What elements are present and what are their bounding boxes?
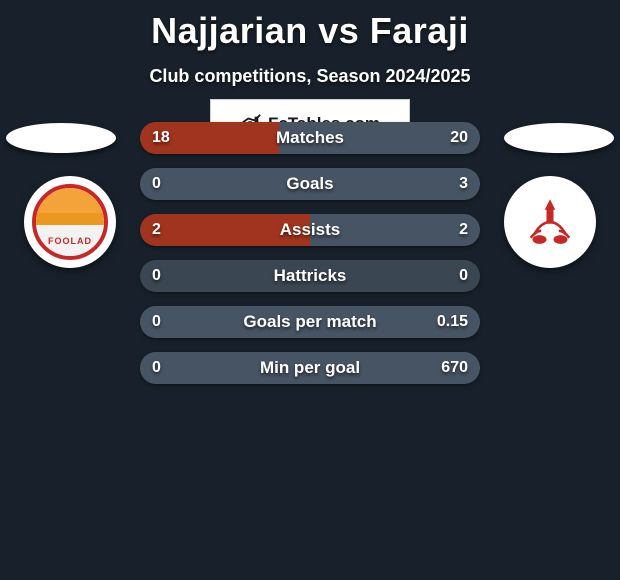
stat-fill-right	[140, 168, 480, 200]
club-badge-right	[504, 176, 596, 268]
stat-row: Assists22	[140, 214, 480, 246]
subtitle: Club competitions, Season 2024/2025	[0, 66, 620, 87]
stat-label: Hattricks	[140, 260, 480, 292]
stat-row: Min per goal0670	[140, 352, 480, 384]
club-badge-left: FOOLAD	[24, 176, 116, 268]
foolad-logo: FOOLAD	[32, 184, 108, 260]
stat-fill-left	[140, 122, 279, 154]
stat-value-right: 0	[459, 260, 468, 292]
stat-row: Hattricks0 0	[140, 260, 480, 292]
stat-fill-right	[279, 122, 480, 154]
stat-fill-left	[140, 214, 310, 246]
stat-row: Goals per match00.15	[140, 306, 480, 338]
stat-fill-right	[310, 214, 480, 246]
stat-fill-right	[140, 306, 480, 338]
stat-row: Goals03	[140, 168, 480, 200]
player-right-halo	[504, 123, 614, 153]
stat-row: Matches1820	[140, 122, 480, 154]
stat-value-left: 0	[152, 260, 161, 292]
page-title: Najjarian vs Faraji	[0, 0, 620, 52]
tractor-logo	[511, 183, 589, 261]
player-left-halo	[6, 123, 116, 153]
stat-fill-right	[140, 352, 480, 384]
stats-bars: Matches1820 Goals03 Assists22 Hattricks0 0 Go…	[140, 122, 480, 398]
